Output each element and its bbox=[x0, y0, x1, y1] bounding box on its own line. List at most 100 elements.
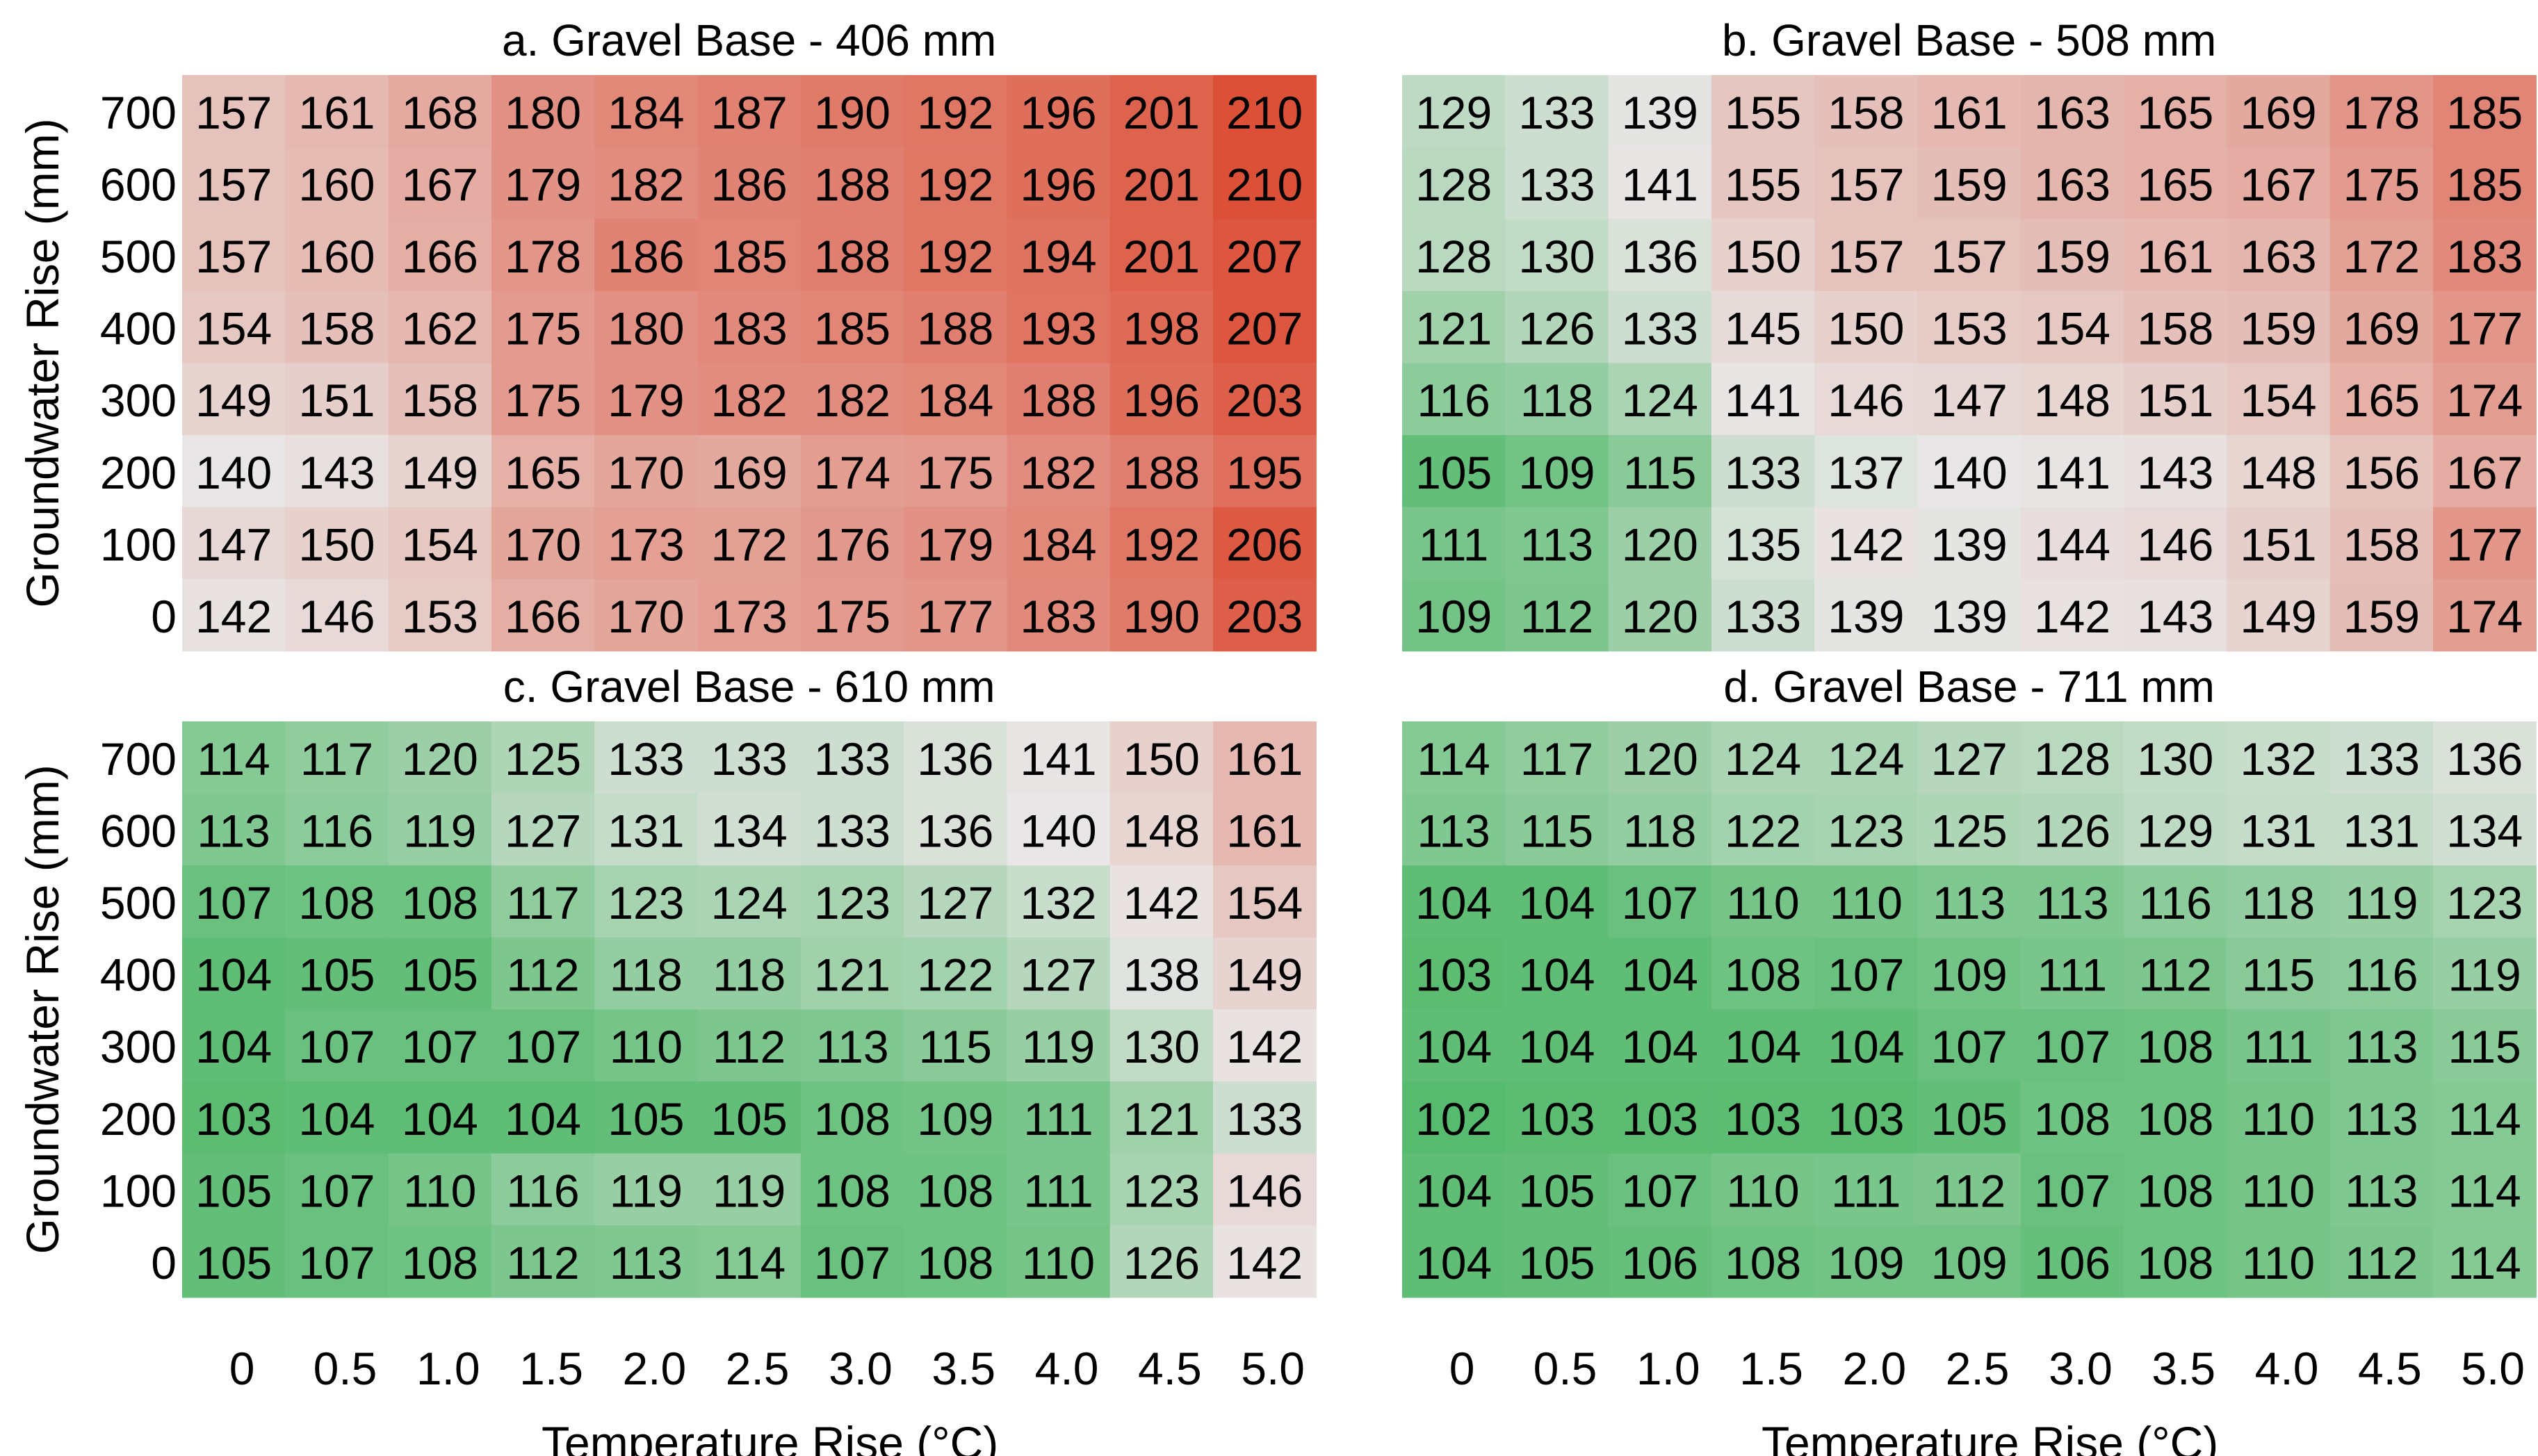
cell-value-label: 129 bbox=[2137, 805, 2213, 856]
heatmap-cell bbox=[2433, 507, 2537, 580]
heatmap-cell bbox=[2124, 1153, 2227, 1226]
heatmap-cell bbox=[1608, 1153, 1712, 1226]
heatmap-cell bbox=[904, 219, 1007, 292]
cell-value-label: 109 bbox=[1931, 1237, 2008, 1289]
cell-value-label: 186 bbox=[711, 158, 788, 210]
x-tick-label: 0.5 bbox=[1534, 1343, 1597, 1394]
cell-value-label: 111 bbox=[2243, 1021, 2313, 1072]
cell-value-label: 109 bbox=[1828, 1237, 1904, 1289]
cell-value-label: 167 bbox=[402, 158, 478, 210]
heatmap-cell bbox=[491, 579, 595, 652]
heatmap-cell bbox=[800, 507, 904, 580]
heatmap-cell bbox=[1814, 507, 1919, 580]
cell-value-label: 148 bbox=[2240, 447, 2316, 498]
heatmap-cell bbox=[2433, 291, 2537, 363]
cell-value-label: 131 bbox=[2343, 805, 2420, 856]
heatmap-cell bbox=[1608, 435, 1712, 508]
cell-value-label: 113 bbox=[2345, 1093, 2418, 1145]
cell-value-label: 119 bbox=[610, 1165, 683, 1216]
cell-value-label: 172 bbox=[711, 518, 788, 570]
heatmap-cell bbox=[1505, 865, 1609, 938]
cell-value-label: 143 bbox=[298, 447, 375, 498]
x-tick-label: 3.0 bbox=[2049, 1343, 2113, 1394]
heatmap-cell bbox=[2329, 1225, 2434, 1298]
heatmap-cell bbox=[1711, 865, 1815, 938]
cell-value-label: 151 bbox=[298, 375, 375, 426]
heatmap-cell bbox=[1213, 721, 1317, 794]
heatmap-cell bbox=[1917, 435, 2022, 508]
cell-value-label: 148 bbox=[2034, 375, 2110, 426]
heatmap-cell bbox=[182, 507, 286, 580]
heatmap-cell bbox=[800, 793, 904, 866]
heatmap-cell bbox=[2329, 219, 2434, 292]
heatmap-cell bbox=[285, 75, 389, 148]
cell-value-label: 113 bbox=[1417, 805, 1490, 856]
cell-value-label: 154 bbox=[2034, 303, 2110, 354]
cell-value-label: 179 bbox=[917, 518, 993, 570]
cell-value-label: 188 bbox=[917, 303, 993, 354]
heatmap-cell bbox=[1814, 147, 1919, 220]
cell-value-label: 111 bbox=[1419, 518, 1488, 570]
cell-value-label: 185 bbox=[2446, 158, 2523, 210]
y-tick-label: 500 bbox=[100, 877, 177, 929]
heatmap-cell bbox=[2227, 793, 2331, 866]
heatmap-cell bbox=[1109, 793, 1214, 866]
cell-value-label: 103 bbox=[1828, 1093, 1904, 1145]
cell-value-label: 113 bbox=[197, 805, 270, 856]
cell-value-label: 182 bbox=[1020, 447, 1096, 498]
cell-value-label: 144 bbox=[2034, 518, 2110, 570]
heatmap-cell bbox=[2124, 291, 2227, 363]
cell-value-label: 161 bbox=[1226, 805, 1303, 856]
heatmap-cell bbox=[1814, 75, 1919, 148]
cell-value-label: 166 bbox=[402, 231, 478, 282]
cell-value-label: 105 bbox=[298, 949, 375, 1001]
cell-value-label: 119 bbox=[713, 1165, 786, 1216]
x-tick-label: 4.5 bbox=[1138, 1343, 1202, 1394]
x-tick-label: 2.0 bbox=[1842, 1343, 1906, 1394]
cell-value-label: 170 bbox=[505, 518, 581, 570]
y-tick-label: 600 bbox=[100, 158, 177, 210]
cell-value-label: 104 bbox=[1415, 877, 1492, 929]
cell-value-label: 177 bbox=[2446, 303, 2523, 354]
heatmap-cell bbox=[594, 507, 699, 580]
heatmap-cell bbox=[388, 721, 492, 794]
cell-value-label: 127 bbox=[1020, 949, 1096, 1001]
cell-value-label: 119 bbox=[2448, 949, 2521, 1001]
cell-value-label: 123 bbox=[2446, 877, 2523, 929]
heatmap-cell bbox=[182, 793, 286, 866]
heatmap-cell bbox=[2433, 219, 2537, 292]
heatmap-cell bbox=[388, 1225, 492, 1298]
x-tick-label: 4.0 bbox=[2255, 1343, 2319, 1394]
heatmap-cell bbox=[1608, 579, 1712, 652]
heatmap-cell bbox=[1711, 435, 1815, 508]
cell-value-label: 113 bbox=[2345, 1021, 2418, 1072]
heatmap-cell bbox=[2020, 1081, 2124, 1154]
heatmap-cell bbox=[2329, 1153, 2434, 1226]
heatmap-cell bbox=[1213, 219, 1317, 292]
cell-value-label: 126 bbox=[1123, 1237, 1200, 1289]
cell-value-label: 104 bbox=[1518, 949, 1595, 1001]
cell-value-label: 179 bbox=[608, 375, 684, 426]
heatmap-cell bbox=[388, 75, 492, 148]
heatmap-cell bbox=[182, 579, 286, 652]
heatmap-cell bbox=[1213, 363, 1317, 436]
cell-value-label: 159 bbox=[2240, 303, 2316, 354]
cell-value-label: 113 bbox=[610, 1237, 683, 1289]
heatmap-cell bbox=[1917, 1081, 2022, 1154]
panel-title: c. Gravel Base - 610 mm bbox=[503, 662, 995, 712]
heatmap-cell bbox=[2227, 507, 2331, 580]
heatmap-cell bbox=[285, 793, 389, 866]
cell-value-label: 169 bbox=[711, 447, 788, 498]
cell-value-label: 131 bbox=[608, 805, 684, 856]
heatmap-cell bbox=[697, 435, 802, 508]
cell-value-label: 165 bbox=[2343, 375, 2420, 426]
heatmap-cell bbox=[491, 937, 595, 1010]
heatmap-cell bbox=[182, 363, 286, 436]
heatmap-cell bbox=[1711, 1081, 1815, 1154]
cell-value-label: 157 bbox=[195, 87, 272, 138]
cell-value-label: 183 bbox=[2446, 231, 2523, 282]
heatmap-cell bbox=[491, 1081, 595, 1154]
heatmap-cell bbox=[1007, 1225, 1111, 1298]
cell-value-label: 118 bbox=[1623, 805, 1696, 856]
cell-value-label: 124 bbox=[1622, 375, 1698, 426]
